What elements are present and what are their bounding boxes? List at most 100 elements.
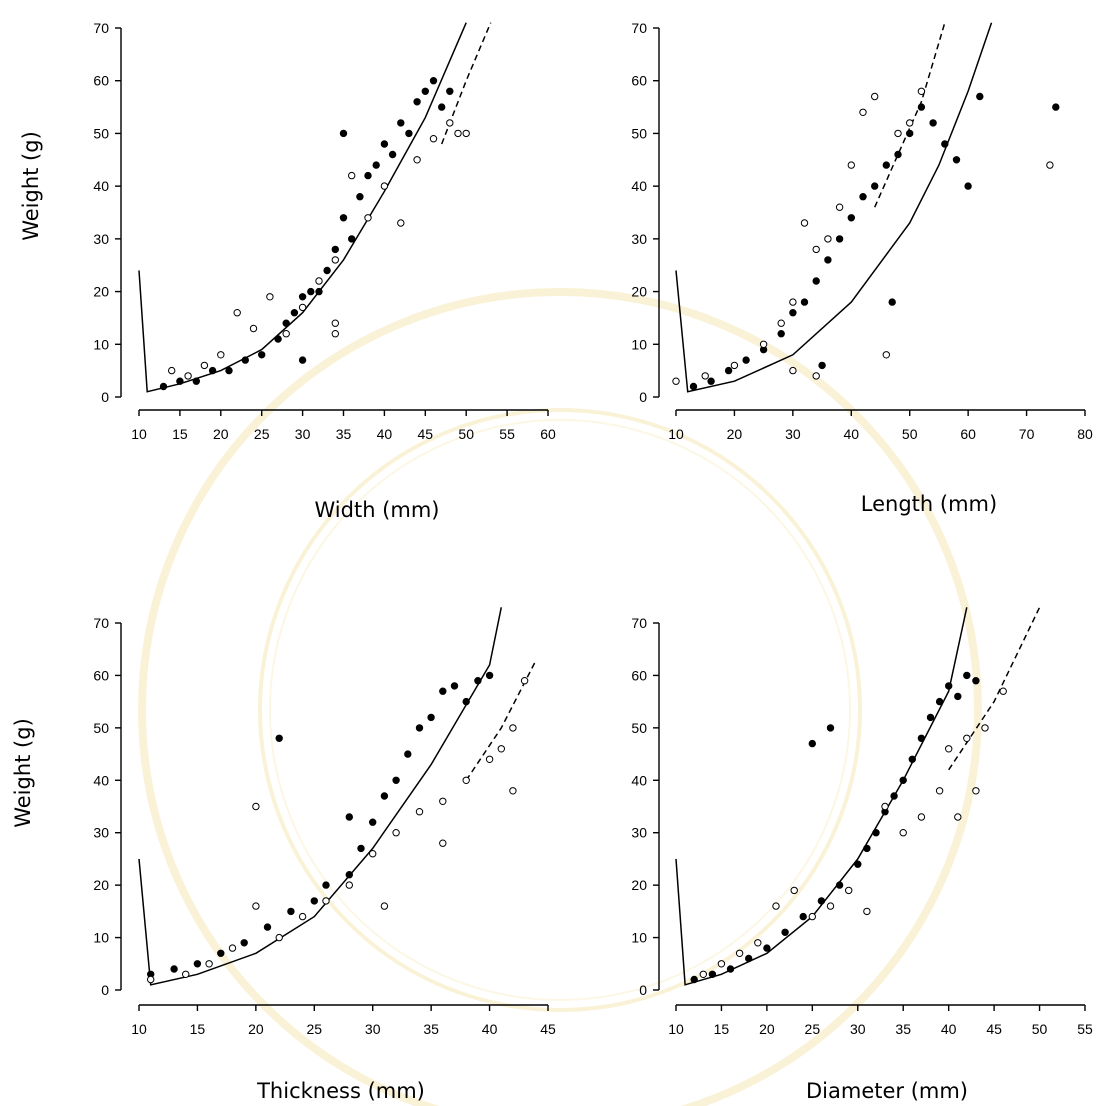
length-point-open (835, 203, 844, 211)
length-point-filled (976, 92, 984, 101)
thickness-point-open (228, 944, 237, 952)
length-point-filled (964, 182, 972, 190)
thickness-x-tick-label: 10 (131, 1021, 147, 1037)
panel-thickness-ylabel: Weight (g) (11, 718, 35, 828)
length-point-open (701, 372, 709, 380)
width-marks (138, 22, 492, 393)
diameter-y-tick-label: 50 (631, 720, 647, 736)
thickness-point-filled (392, 776, 400, 784)
length-point-filled (812, 277, 820, 285)
length-x-tick-label: 40 (843, 426, 859, 442)
length-y-tick-label: 10 (631, 336, 647, 352)
diameter-point-open (735, 949, 744, 957)
width-point-open (331, 256, 339, 264)
width-x-tick-label: 10 (131, 426, 147, 442)
thickness-point-open (182, 970, 190, 978)
width-point-filled (446, 87, 454, 96)
length-point-open (777, 319, 785, 327)
diameter-point-open (790, 886, 798, 895)
diameter-point-open (963, 734, 971, 742)
length-point-filled (882, 161, 890, 169)
width-point-open (331, 319, 339, 327)
width-point-filled (241, 356, 250, 364)
width-point-open (168, 366, 176, 375)
length-point-open (789, 366, 797, 375)
length-point-open (871, 92, 879, 101)
diameter-point-open (981, 724, 989, 732)
width-y-tick-label: 10 (93, 336, 109, 352)
thickness-point-open (298, 912, 307, 921)
diameter-point-open (808, 912, 816, 921)
thickness-point-filled (170, 965, 178, 973)
thickness-point-filled (263, 923, 272, 931)
thickness-point-filled (450, 682, 459, 690)
length-point-filled (742, 356, 750, 364)
diameter-x-tick-label: 40 (941, 1021, 957, 1037)
thickness-x-tick-label: 30 (365, 1021, 381, 1037)
diameter-fit-line-solid (675, 607, 968, 986)
thickness-point-open (252, 802, 260, 811)
width-y-tick-label: 30 (93, 231, 109, 247)
panel-thickness: Weight (g) Thickness (mm) 0 10 20 30 40 50 60 7… (11, 607, 556, 1103)
length-x-tick-label: 70 (1019, 426, 1035, 442)
thickness-point-filled (485, 671, 494, 680)
thickness-y-tick-label: 20 (93, 877, 109, 893)
length-point-filled (707, 377, 715, 385)
thickness-point-open (485, 755, 494, 763)
width-y-tick-label: 40 (93, 178, 109, 194)
length-point-filled (859, 193, 867, 201)
length-y-tick-label: 20 (631, 284, 647, 300)
width-x-tick-label: 45 (418, 426, 434, 442)
thickness-point-open (509, 724, 517, 732)
panel-thickness-xlabel: Thickness (mm) (256, 1079, 425, 1103)
thickness-point-filled (287, 907, 295, 916)
width-y-tick-label: 20 (93, 284, 109, 300)
width-point-filled (413, 98, 421, 106)
width-point-filled (323, 266, 331, 275)
thickness-point-filled (404, 750, 412, 758)
thickness-point-filled (345, 871, 353, 879)
width-point-open (266, 293, 274, 301)
thickness-point-open (205, 960, 213, 968)
diameter-point-filled (817, 897, 826, 905)
diameter-x-tick-label: 20 (759, 1021, 775, 1037)
diameter-x-tick-label: 25 (805, 1021, 821, 1037)
length-point-filled (847, 214, 855, 222)
length-point-filled (789, 309, 797, 317)
thickness-point-filled (193, 960, 202, 968)
length-point-open (759, 340, 768, 348)
thickness-point-filled (322, 881, 330, 889)
length-point-open (917, 87, 926, 96)
length-point-open (789, 298, 797, 306)
width-y-tick-label: 60 (93, 73, 109, 89)
width-point-filled (380, 140, 389, 148)
diameter-point-open (935, 787, 944, 795)
diameter-x-tick-label: 10 (668, 1021, 684, 1037)
diameter-y-tick-label: 30 (631, 825, 647, 841)
thickness-point-open (380, 902, 389, 910)
diameter-point-open (972, 787, 980, 795)
width-point-filled (356, 193, 364, 201)
diameter-point-filled (726, 965, 735, 973)
diameter-point-filled (854, 860, 862, 868)
width-point-filled (282, 319, 290, 327)
length-y-tick-label: 60 (631, 73, 647, 89)
length-point-filled (929, 119, 937, 127)
length-point-filled (952, 156, 961, 164)
panel-length: Length (mm) 0 10 20 30 40 50 60 70 10 20 30 40 50 60 7… (631, 20, 1093, 516)
diameter-fit-line-dashed (948, 606, 1041, 771)
thickness-y-tick-label: 40 (93, 772, 109, 788)
width-point-open (200, 361, 209, 370)
length-point-filled (777, 330, 785, 338)
width-point-filled (364, 171, 372, 180)
width-x-tick-label: 55 (499, 426, 515, 442)
length-fit-line-solid (675, 22, 993, 393)
diameter-point-open (917, 813, 926, 821)
thickness-point-open (439, 797, 447, 805)
diameter-point-filled (890, 792, 898, 800)
thickness-point-open (252, 902, 260, 910)
diameter-point-filled (899, 776, 907, 784)
length-point-filled (906, 129, 914, 138)
width-point-open (397, 219, 405, 227)
diameter-x-tick-label: 55 (1077, 1021, 1093, 1037)
